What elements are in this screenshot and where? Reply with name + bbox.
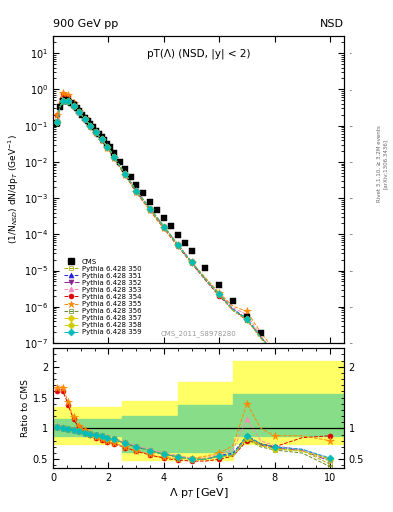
CMS [63, 97, 68, 103]
Text: 900 GeV pp: 900 GeV pp [53, 19, 118, 30]
CMS [175, 232, 180, 238]
Text: Rivet 3.1.10, ≥ 3.2M events: Rivet 3.1.10, ≥ 3.2M events [377, 125, 382, 202]
Text: NSD: NSD [320, 19, 344, 30]
CMS [55, 120, 60, 126]
CMS [328, 406, 332, 412]
CMS [69, 100, 73, 106]
CMS [162, 215, 166, 221]
X-axis label: Λ p$_T$ [GeV]: Λ p$_T$ [GeV] [169, 486, 228, 500]
CMS [72, 102, 76, 109]
CMS [128, 174, 133, 180]
CMS [83, 115, 87, 121]
Text: CMS_2011_S8978280: CMS_2011_S8978280 [161, 330, 236, 337]
CMS [107, 144, 112, 151]
CMS [182, 240, 187, 246]
CMS [91, 124, 95, 131]
Text: [arXiv:1306.3436]: [arXiv:1306.3436] [383, 139, 387, 189]
CMS [66, 98, 71, 104]
Line: CMS: CMS [54, 97, 333, 412]
CMS [80, 112, 84, 118]
CMS [272, 345, 277, 351]
CMS [117, 159, 122, 165]
CMS [77, 108, 82, 114]
CMS [203, 265, 208, 271]
CMS [259, 329, 263, 335]
Y-axis label: Ratio to CMS: Ratio to CMS [21, 379, 30, 437]
CMS [99, 134, 104, 140]
CMS [244, 314, 249, 320]
CMS [88, 121, 93, 127]
CMS [217, 282, 222, 288]
CMS [123, 166, 127, 173]
CMS [189, 248, 194, 254]
CMS [61, 98, 65, 104]
CMS [300, 376, 305, 382]
CMS [105, 141, 109, 147]
CMS [102, 137, 107, 143]
CMS [74, 105, 79, 112]
CMS [154, 207, 159, 213]
CMS [94, 127, 98, 134]
CMS [96, 131, 101, 137]
CMS [148, 199, 152, 205]
CMS [58, 104, 62, 111]
CMS [112, 151, 116, 157]
CMS [231, 298, 235, 304]
Y-axis label: (1/N$_{NSD}$) dN/dp$_T$ (GeV$^{-1}$): (1/N$_{NSD}$) dN/dp$_T$ (GeV$^{-1}$) [7, 135, 21, 244]
CMS [85, 118, 90, 124]
Legend: CMS, Pythia 6.428 350, Pythia 6.428 351, Pythia 6.428 352, Pythia 6.428 353, Pyt: CMS, Pythia 6.428 350, Pythia 6.428 351,… [62, 258, 143, 336]
CMS [169, 223, 173, 229]
CMS [141, 190, 145, 197]
Text: pT(Λ) (NSD, |y| < 2): pT(Λ) (NSD, |y| < 2) [147, 48, 250, 59]
CMS [134, 182, 138, 188]
